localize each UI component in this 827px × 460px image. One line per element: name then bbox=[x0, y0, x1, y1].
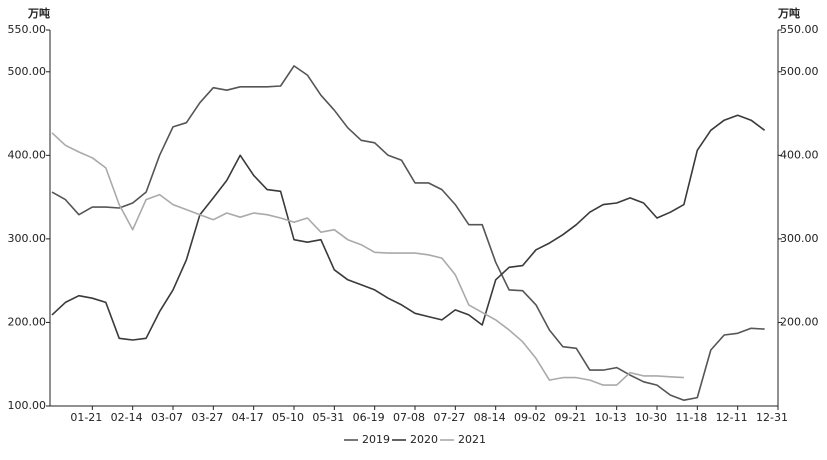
x-tick-label: 01-21 bbox=[70, 411, 102, 424]
x-tick-label: 07-08 bbox=[393, 411, 425, 424]
x-tick-label: 12-11 bbox=[716, 411, 748, 424]
y2-tick-label: 200.00 bbox=[780, 315, 819, 328]
x-tick-label: 05-31 bbox=[312, 411, 344, 424]
x-tick-label: 04-17 bbox=[232, 411, 264, 424]
x-tick-label: 10-13 bbox=[595, 411, 627, 424]
y2-tick-label: 500.00 bbox=[780, 65, 819, 78]
y-tick-label: 550.00 bbox=[8, 23, 47, 36]
y-tick-label: 400.00 bbox=[8, 148, 47, 161]
x-tick-label: 05-10 bbox=[272, 411, 304, 424]
y-tick-label: 100.00 bbox=[8, 399, 47, 412]
x-tick-label: 12-31 bbox=[756, 411, 788, 424]
x-tick-label: 11-18 bbox=[675, 411, 707, 424]
y2-tick-label: 400.00 bbox=[780, 148, 819, 161]
y-tick-label: 300.00 bbox=[8, 232, 47, 245]
y-tick-label: 500.00 bbox=[8, 65, 47, 78]
x-tick-label: 09-02 bbox=[514, 411, 546, 424]
x-tick-label: 10-30 bbox=[635, 411, 667, 424]
x-tick-label: 07-27 bbox=[433, 411, 465, 424]
legend-label: 2019 bbox=[362, 433, 390, 446]
x-tick-label: 03-07 bbox=[151, 411, 183, 424]
x-tick-label: 08-14 bbox=[474, 411, 506, 424]
x-tick-label: 02-14 bbox=[111, 411, 143, 424]
x-tick-label: 03-27 bbox=[191, 411, 223, 424]
legend-label: 2020 bbox=[410, 433, 438, 446]
series-line bbox=[51, 114, 766, 341]
x-tick-label: 09-21 bbox=[554, 411, 586, 424]
series-line bbox=[51, 65, 765, 401]
y2-tick-label: 300.00 bbox=[780, 232, 819, 245]
x-tick-label: 06-19 bbox=[353, 411, 385, 424]
y-tick-label: 200.00 bbox=[8, 315, 47, 328]
legend-label: 2021 bbox=[458, 433, 486, 446]
y2-tick-label: 550.00 bbox=[780, 23, 819, 36]
y2-unit: 万吨 bbox=[777, 6, 800, 20]
series-line bbox=[51, 132, 684, 386]
y-unit: 万吨 bbox=[27, 6, 50, 20]
